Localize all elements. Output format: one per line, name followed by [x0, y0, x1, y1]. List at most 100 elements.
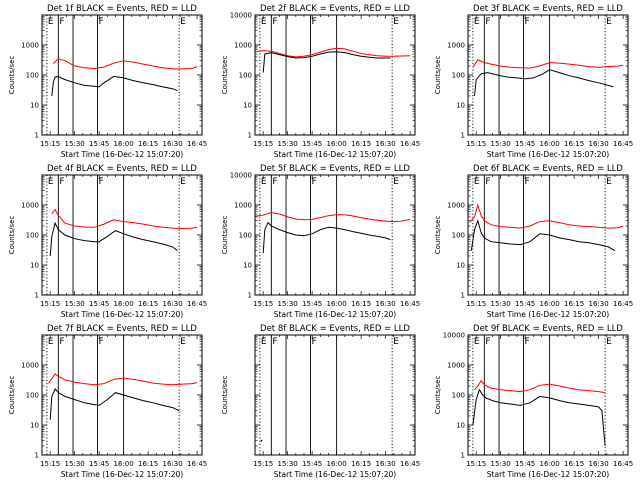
y-tick-label: 1: [461, 452, 465, 460]
x-tick-label: 16:00: [114, 460, 134, 468]
event-marker-label: E: [261, 177, 267, 187]
event-marker-label: E: [48, 337, 54, 347]
event-marker-label: F: [99, 337, 104, 347]
event-marker-label: F: [525, 17, 530, 27]
y-tick-label: 1: [248, 132, 252, 140]
panel-det-5f: Det 5f BLACK = Events, RED = LLD Counts/s…: [221, 164, 420, 319]
series-line-lld: [254, 47, 411, 58]
panel-title: Det 6f BLACK = Events, RED = LLD: [473, 164, 623, 174]
event-marker-label: F: [525, 337, 530, 347]
event-marker-label: F: [59, 337, 64, 347]
event-marker-label: E: [48, 17, 54, 27]
series-line-lld: [48, 373, 198, 386]
series-line-lld: [51, 208, 198, 230]
x-tick-label: 16:45: [187, 300, 207, 308]
y-tick-label: 100: [452, 72, 465, 80]
y-axis-label: Counts/sec: [221, 216, 229, 255]
x-tick-label: 16:45: [613, 460, 633, 468]
x-tick-label: 15:30: [65, 460, 85, 468]
event-marker-label: F: [312, 17, 317, 27]
y-tick-label: 10: [243, 102, 252, 110]
x-axis-label: Start Time (16-Dec-12 15:07:20): [487, 150, 609, 159]
y-tick-label: 1000: [21, 362, 39, 370]
event-marker-label: E: [393, 17, 399, 27]
panel-title: Det 7f BLACK = Events, RED = LLD: [47, 324, 197, 334]
x-tick-label: 16:30: [589, 460, 609, 468]
x-tick-label: 16:00: [327, 460, 347, 468]
x-tick-label: 16:15: [351, 300, 371, 308]
plot-frame: [41, 14, 203, 136]
event-marker-label: F: [272, 17, 277, 27]
series-line-lld: [474, 379, 606, 394]
x-tick-label: 16:30: [589, 140, 609, 148]
x-tick-label: 15:15: [466, 460, 486, 468]
y-axis-label: Counts/sec: [8, 56, 16, 95]
y-tick-label: 100: [452, 392, 465, 400]
series-point: [260, 439, 263, 442]
panel-title: Det 4f BLACK = Events, RED = LLD: [47, 164, 197, 174]
x-tick-label: 16:30: [163, 140, 183, 148]
y-axis-label: Counts/sec: [434, 376, 442, 415]
event-marker-label: E: [474, 337, 480, 347]
panel-det-9f: Det 9f BLACK = Events, RED = LLD Counts/s…: [434, 324, 633, 479]
event-marker-label: E: [180, 337, 186, 347]
panel-det-7f: Det 7f BLACK = Events, RED = LLD Counts/s…: [8, 324, 207, 479]
x-tick-label: 15:45: [302, 300, 322, 308]
panel-det-8f: Det 8f BLACK = Events, RED = LLD Counts/s…: [221, 324, 420, 479]
x-tick-label: 16:15: [564, 140, 584, 148]
x-tick-label: 15:45: [302, 460, 322, 468]
x-tick-label: 15:30: [65, 300, 85, 308]
event-marker-label: F: [525, 177, 530, 187]
x-tick-label: 16:00: [114, 140, 134, 148]
y-axis-label: Counts/sec: [221, 56, 229, 95]
x-tick-label: 15:30: [278, 460, 298, 468]
x-tick-label: 16:30: [589, 300, 609, 308]
x-tick-label: 15:30: [491, 140, 511, 148]
event-marker-label: E: [606, 17, 612, 27]
x-tick-label: 16:00: [327, 300, 347, 308]
y-tick-label: 1000: [21, 42, 39, 50]
y-axis-label: Counts/sec: [8, 216, 16, 255]
plot-frame: [41, 334, 203, 456]
x-tick-label: 16:15: [351, 460, 371, 468]
event-marker-label: F: [485, 177, 490, 187]
x-axis-label: Start Time (16-Dec-12 15:07:20): [61, 310, 183, 319]
series-line-lld: [254, 212, 411, 223]
y-axis-label: Counts/sec: [434, 56, 442, 95]
x-tick-label: 16:00: [540, 140, 560, 148]
event-marker-label: F: [272, 337, 277, 347]
x-tick-label: 16:00: [540, 300, 560, 308]
x-tick-label: 16:30: [376, 300, 396, 308]
y-tick-label: 100: [26, 392, 39, 400]
y-tick-label: 10: [30, 102, 39, 110]
event-marker-label: E: [474, 17, 480, 27]
x-tick-label: 15:45: [515, 140, 535, 148]
y-tick-label: 1000: [21, 202, 39, 210]
y-axis-label: Counts/sec: [8, 376, 16, 415]
series-line-lld: [472, 59, 624, 69]
y-tick-label: 10: [456, 262, 465, 270]
x-tick-label: 15:45: [302, 140, 322, 148]
series-line-lld: [469, 203, 624, 229]
event-marker-label: F: [485, 337, 490, 347]
event-marker-label: E: [606, 337, 612, 347]
plot-frame: [467, 174, 629, 296]
x-tick-label: 16:45: [187, 140, 207, 148]
panel-det-6f: Det 6f BLACK = Events, RED = LLD Counts/s…: [434, 164, 633, 319]
plot-frame: [254, 174, 416, 296]
y-tick-label: 10: [30, 422, 39, 430]
y-tick-label: 1000: [234, 202, 252, 210]
event-marker-label: E: [180, 177, 186, 187]
x-tick-label: 16:00: [114, 300, 134, 308]
panel-title: Det 8f BLACK = Events, RED = LLD: [260, 324, 410, 334]
event-marker-label: E: [261, 17, 267, 27]
x-axis-label: Start Time (16-Dec-12 15:07:20): [61, 150, 183, 159]
event-marker-label: E: [606, 177, 612, 187]
event-marker-label: F: [485, 17, 490, 27]
x-tick-label: 15:45: [515, 460, 535, 468]
event-marker-label: E: [474, 177, 480, 187]
event-marker-label: E: [48, 177, 54, 187]
x-axis-label: Start Time (16-Dec-12 15:07:20): [274, 150, 396, 159]
event-marker-label: F: [99, 177, 104, 187]
panel-det-4f: Det 4f BLACK = Events, RED = LLD Counts/s…: [8, 164, 207, 319]
